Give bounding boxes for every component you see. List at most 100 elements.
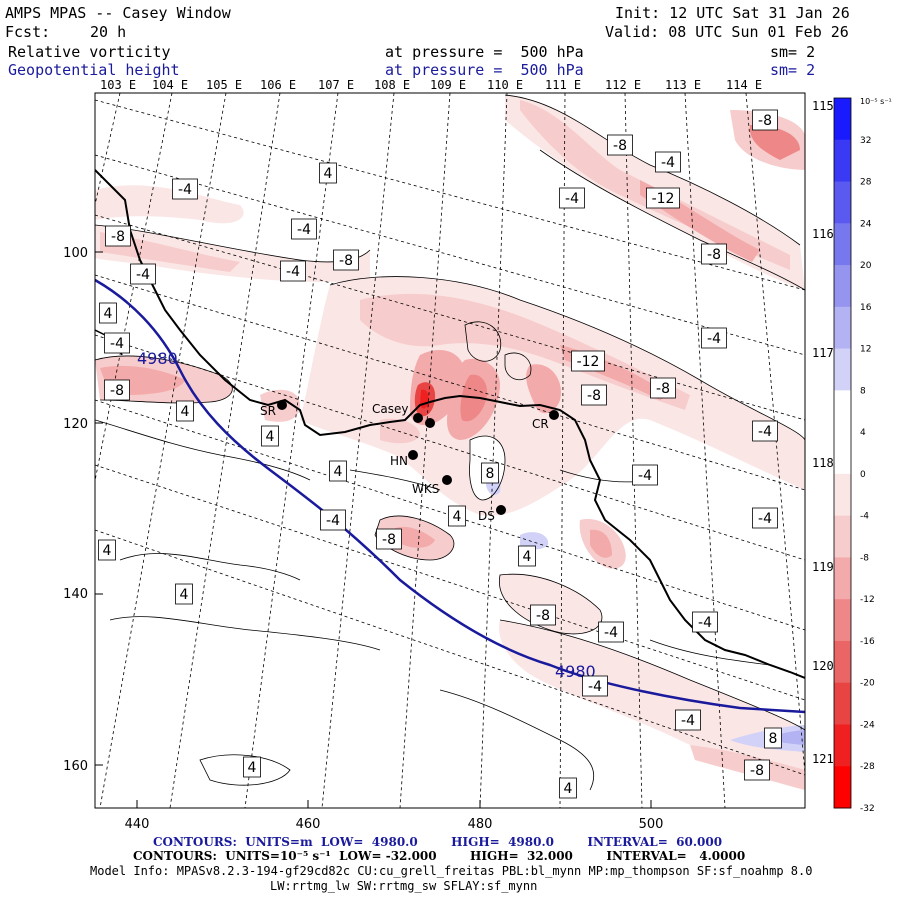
station-dot-cr xyxy=(549,410,559,420)
colorbar-swatch xyxy=(834,139,851,183)
vorticity-label-box xyxy=(701,243,727,265)
vorticity-label-box xyxy=(744,759,770,781)
vorticity-label-box xyxy=(559,777,577,799)
plot-title: AMPS MPAS -- Casey Window xyxy=(5,4,231,22)
colorbar-label: -24 xyxy=(860,720,875,730)
vorticity-label-box xyxy=(559,187,585,209)
vorticity-label: -8 xyxy=(110,383,124,399)
vorticity-label-box xyxy=(581,384,607,406)
vorticity-label: 4 xyxy=(266,429,275,445)
y-axis-ticks xyxy=(95,251,652,808)
vorticity-label-box xyxy=(607,134,633,156)
colorbar-label: 8 xyxy=(860,386,866,396)
vorticity-label-box xyxy=(448,505,466,527)
colorbar-label: -20 xyxy=(860,679,875,689)
forecast-hours: 20 h xyxy=(90,23,127,41)
vorticity-label-box xyxy=(598,621,624,643)
vorticity-label: -4 xyxy=(178,182,192,198)
colorbar-label: -32 xyxy=(860,804,875,814)
x-tick-label: 500 xyxy=(639,817,664,832)
colorbar-swatch xyxy=(834,306,851,350)
station-label-sr: SR xyxy=(260,404,276,418)
vorticity-label: -4 xyxy=(136,267,150,283)
y-tick-label: 100 xyxy=(63,246,88,261)
station-label-cr: CR xyxy=(532,417,549,431)
vorticity-label-box xyxy=(99,302,117,324)
colorbar xyxy=(833,97,852,809)
colorbar-swatch xyxy=(834,98,851,141)
field1-name: Relative vorticity xyxy=(8,43,171,61)
vorticity-label-box xyxy=(764,727,782,749)
vorticity-label: 4 xyxy=(103,543,112,559)
colorbar-label: 20 xyxy=(860,261,872,271)
vorticity-label-box xyxy=(176,400,194,422)
vorticity-label-box xyxy=(98,539,116,561)
vorticity-label: 8 xyxy=(486,466,495,482)
vorticity-label-box xyxy=(752,109,778,131)
map-frame xyxy=(94,92,806,809)
vorticity-label-box xyxy=(319,162,337,184)
vorticity-label: -4 xyxy=(681,713,695,729)
colorbar-swatch xyxy=(834,473,851,517)
vorticity-label: 4 xyxy=(104,306,113,322)
vorticity-label-box xyxy=(518,545,536,567)
station-dot-casey xyxy=(413,413,423,423)
vorticity-label-box xyxy=(333,249,359,271)
colorbar-swatch xyxy=(834,181,851,224)
forecast-label: Fcst: xyxy=(5,23,51,41)
vorticity-label-box xyxy=(280,260,306,282)
station-label-casey: Casey xyxy=(372,402,408,416)
vorticity-label-box xyxy=(701,327,727,349)
vorticity-label: -4 xyxy=(326,513,340,529)
colorbar-label: -12 xyxy=(860,595,875,605)
vorticity-label: 4 xyxy=(564,781,573,797)
colorbar-swatch xyxy=(834,390,851,433)
vorticity-label: -4 xyxy=(758,511,772,527)
colorbar-label: 24 xyxy=(860,219,872,229)
station-labels: SR Casey HN WKS DS CR xyxy=(260,402,549,523)
vorticity-label-box xyxy=(675,709,701,731)
model-info: Model Info: MPASv8.2.3-194-gf29cd82c CU:… xyxy=(90,864,813,878)
lon-label: 111 E xyxy=(545,78,582,92)
vorticity-label: 4 xyxy=(453,509,462,525)
vorticity-label: 4 xyxy=(334,464,343,480)
valid-time: Valid: 08 UTC Sun 01 Feb 26 xyxy=(605,23,849,41)
lon-label: 114 E xyxy=(726,78,763,92)
colorbar-label: 4 xyxy=(860,428,866,438)
colorbar-label: 0 xyxy=(860,470,866,480)
lon-label: 106 E xyxy=(260,78,297,92)
colorbar-swatch xyxy=(834,640,851,684)
colorbar-label: 32 xyxy=(860,136,871,146)
vorticity-label-box xyxy=(329,460,347,482)
vorticity-label: -8 xyxy=(656,381,670,397)
colorbar-label: -28 xyxy=(860,762,875,772)
vorticity-label-box xyxy=(243,756,261,778)
lat-lon-grid xyxy=(95,93,805,808)
colorbar-swatch xyxy=(834,348,851,391)
lon-label: 108 E xyxy=(374,78,411,92)
colorbar-swatch xyxy=(834,557,851,600)
y-tick-label: 160 xyxy=(63,759,88,774)
field2-name: Geopotential height xyxy=(8,61,180,79)
vorticity-label: -4 xyxy=(565,191,579,207)
lon-label: 105 E xyxy=(206,78,243,92)
station-label-ds: DS xyxy=(478,509,495,523)
field2-level: at pressure = 500 hPa xyxy=(385,61,584,79)
vorticity-contour-labels: -8 -8 -4 -4 -12 -8 -4 4 -8 -4 -8 -4 -4 4 -4 -8 4 4 -4 -12 -8… xyxy=(98,109,782,799)
coastline xyxy=(95,169,805,679)
colorbar-frame xyxy=(833,97,852,809)
colorbar-swatch xyxy=(834,682,851,725)
colorbar-unit: 10⁻⁵ s⁻¹ xyxy=(860,97,892,106)
lon-label: 110 E xyxy=(487,78,524,92)
vorticity-label: -8 xyxy=(536,608,550,624)
vorticity-label-box xyxy=(571,350,605,372)
station-dot-sr xyxy=(277,400,287,410)
y-tick-label: 120 xyxy=(63,417,88,432)
vorticity-label-box xyxy=(530,604,556,626)
colorbar-label: 28 xyxy=(860,178,872,188)
vorticity-label: -4 xyxy=(698,615,712,631)
vorticity-shading xyxy=(95,95,805,790)
contours-height-info: CONTOURS: UNITS=m LOW= 4980.0 HIGH= 4980… xyxy=(153,835,723,849)
vorticity-label-box xyxy=(632,464,658,486)
